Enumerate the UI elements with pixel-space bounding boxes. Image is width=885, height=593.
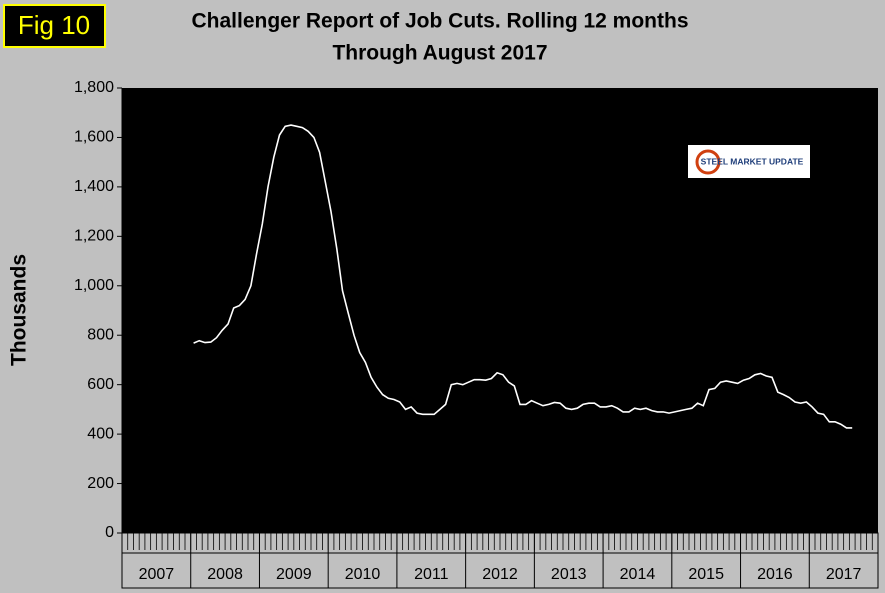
fig-label: Fig 10 <box>18 10 90 40</box>
fig-box <box>3 4 106 48</box>
y-tick-label: 1,400 <box>74 178 114 195</box>
y-tick-label: 0 <box>105 524 114 541</box>
x-tick-label: 2009 <box>276 566 312 583</box>
logo-icon <box>695 149 721 175</box>
x-tick-label: 2012 <box>482 566 518 583</box>
y-tick-label: 1,800 <box>74 79 114 96</box>
x-tick-label: 2014 <box>620 566 656 583</box>
y-tick-label: 200 <box>87 475 114 492</box>
y-tick-label: 600 <box>87 376 114 393</box>
y-tick-label: 400 <box>87 425 114 442</box>
x-tick-label: 2011 <box>414 566 449 583</box>
logo-text: STEEL MARKET UPDATE <box>701 156 804 166</box>
plot: 0 200 400 600 800 1,000 1,200 1,400 1,600 1,800 20… <box>74 79 879 589</box>
x-tick-label: 2007 <box>139 566 175 583</box>
x-tick-label: 2010 <box>345 566 381 583</box>
chart-title: Challenger Report of Job Cuts. Rolling 1… <box>191 10 688 33</box>
y-tick-label: 1,000 <box>74 277 114 294</box>
chart-subtitle: Through August 2017 <box>332 42 547 65</box>
y-tick-label: 1,200 <box>74 228 114 245</box>
x-tick-label: 2013 <box>551 566 587 583</box>
x-tick-label: 2017 <box>826 566 862 583</box>
y-tick-label: 1,600 <box>74 129 114 146</box>
x-tick-label: 2015 <box>688 566 724 583</box>
x-tick-label: 2016 <box>757 566 793 583</box>
y-axis-label: Thousands <box>8 254 31 366</box>
y-tick-label: 800 <box>87 326 114 343</box>
data-line <box>193 124 853 429</box>
x-tick-label: 2008 <box>207 566 243 583</box>
